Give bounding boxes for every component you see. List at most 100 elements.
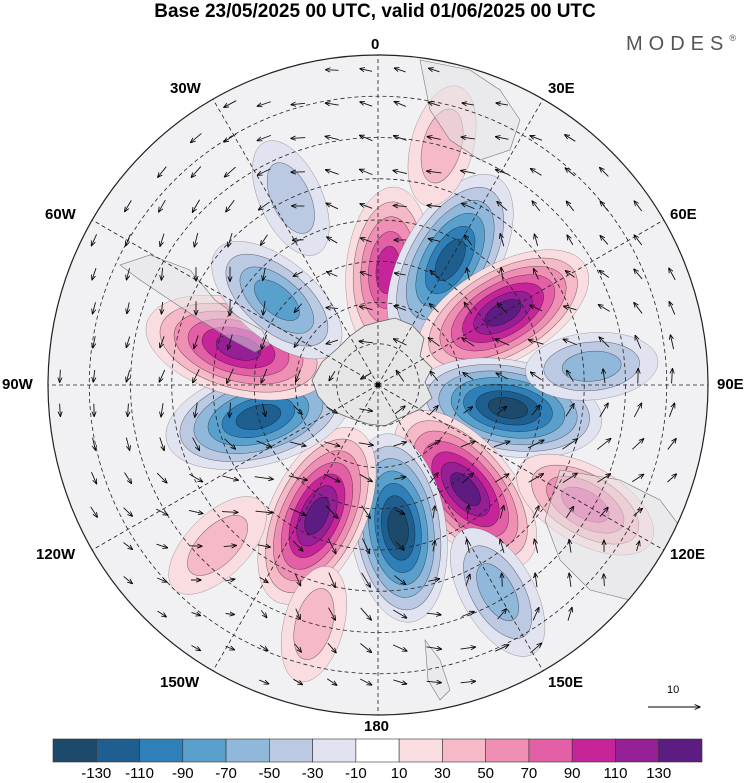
wind-arrow [156, 472, 167, 483]
colorbar-tick-label: 10 [390, 765, 408, 782]
wind-arrow [528, 340, 544, 345]
wind-arrow [463, 407, 472, 414]
wind-arrow [530, 372, 542, 381]
wind-arrow [191, 612, 201, 615]
wind-arrow [259, 679, 269, 684]
wind-arrow [634, 201, 643, 212]
wind-arrow [394, 136, 407, 141]
wind-arrow [599, 403, 608, 418]
wind-arrow [156, 577, 167, 582]
colorbar-tick-label: 110 [603, 765, 628, 782]
meridian-line [212, 384, 379, 671]
wind-arrow [465, 574, 470, 586]
wind-arrow [294, 303, 303, 313]
wind-arrow [326, 339, 339, 344]
colorbar-swatch-1 [95, 738, 140, 763]
wind-arrow [288, 475, 307, 480]
wind-arrow [263, 300, 265, 315]
wind-arrow [221, 512, 238, 513]
wind-arrow [294, 336, 303, 348]
wind-arrow [500, 234, 505, 247]
wind-arrow [193, 369, 200, 382]
colorbar-swatch-3 [182, 738, 227, 763]
lon-label-90w: 90W [2, 376, 33, 393]
wind-arrow [263, 267, 265, 281]
wind-arrow [91, 234, 98, 245]
colorbar-tick-label: 70 [520, 765, 538, 782]
wind-arrow [426, 647, 441, 649]
colorbar-tick-label: -70 [215, 765, 237, 782]
wind-arrow [360, 204, 373, 209]
wind-arrow [360, 169, 373, 176]
wind-arrow [224, 166, 236, 177]
colorbar-swatch-12 [571, 738, 616, 763]
colorbar-swatch-13 [615, 738, 660, 763]
wind-arrow [325, 505, 338, 519]
anomaly-blob-7-level-5 [235, 404, 282, 431]
wind-arrow [667, 474, 676, 483]
colorbar-swatch-5 [269, 738, 313, 763]
wind-arrow [427, 205, 442, 206]
colorbar-tick-label: -110 [125, 765, 154, 782]
wind-arrow [289, 508, 306, 515]
wind-arrow [324, 441, 340, 447]
meridian-line [377, 384, 664, 551]
wind-arrow [433, 541, 435, 552]
wind-arrow [361, 572, 371, 587]
wind-arrow [159, 437, 164, 450]
wind-arrow [569, 573, 571, 587]
wind-arrow [464, 235, 472, 246]
wind-arrow [599, 507, 608, 517]
map-title: Base 23/05/2025 00 UTC, valid 01/06/2025… [154, 1, 596, 22]
wind-arrow [600, 201, 609, 212]
wind-arrow [161, 403, 163, 417]
wind-arrow [257, 545, 271, 547]
wind-arrow [258, 201, 270, 210]
wind-arrow [361, 538, 369, 553]
wind-arrow [426, 681, 442, 682]
wind-arrow [599, 337, 610, 348]
wind-arrow [530, 169, 542, 176]
wind-arrow [394, 406, 405, 415]
wind-arrow [195, 402, 198, 418]
wind-arrow [159, 369, 166, 382]
colorbar-tick-label: 50 [477, 765, 494, 782]
lon-label-180: 180 [364, 718, 390, 735]
wind-arrow [462, 203, 475, 210]
south-america-landmass [119, 254, 271, 353]
wind-arrow [528, 474, 544, 483]
anomaly-blob-4-level-6 [450, 472, 481, 507]
wind-arrow [499, 505, 504, 519]
wind-arrow [191, 133, 202, 142]
wind-arrow [667, 439, 676, 450]
anomaly-blob-9-level-3 [253, 279, 300, 321]
wind-arrow [632, 474, 644, 483]
wind-arrow [125, 437, 129, 451]
wind-arrow [60, 369, 61, 382]
wind-arrow [668, 403, 674, 417]
wind-arrow [530, 305, 543, 312]
wind-arrow [261, 368, 268, 383]
meridian-line [377, 384, 544, 671]
wind-arrow [427, 137, 441, 140]
wind-arrow [604, 574, 605, 587]
colorbar [52, 738, 703, 763]
wind-arrow [600, 236, 609, 245]
wind-arrow [430, 270, 439, 279]
wind-arrow [496, 137, 509, 140]
wind-arrow [394, 575, 405, 585]
colorbar-swatch-14 [658, 738, 703, 763]
wind-arrow [260, 610, 266, 617]
wind-arrow [669, 268, 676, 281]
wind-arrow [224, 133, 237, 142]
wind-arrow [460, 647, 475, 649]
wind-arrow [161, 302, 162, 314]
wind-arrow [224, 100, 237, 108]
colorbar-swatch-9 [442, 738, 486, 763]
wind-arrow [460, 681, 476, 683]
wind-arrow [427, 171, 442, 173]
wind-arrow [325, 170, 339, 175]
wind-arrow [93, 369, 95, 382]
wind-arrow [429, 68, 440, 73]
wind-arrow [429, 406, 438, 415]
